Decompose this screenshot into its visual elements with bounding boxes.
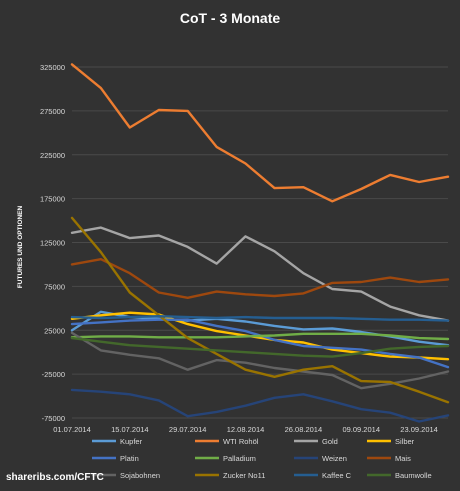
x-tick-label: 29.07.2014 <box>169 425 207 434</box>
series-line <box>70 311 450 361</box>
x-tick-label: 15.07.2014 <box>111 425 149 434</box>
series-line <box>70 318 450 369</box>
x-tick-label: 23.09.2014 <box>400 425 438 434</box>
grid-lines <box>72 66 448 419</box>
source-credit: shareribs.com/CFTC <box>6 472 104 483</box>
legend-label: Mais <box>395 454 411 463</box>
legend-label: Palladium <box>223 454 256 463</box>
series-line <box>70 258 450 299</box>
legend: Kupfer WTI Rohöl Gold Silber Platin Palladium… <box>92 437 432 480</box>
x-tick-labels: 01.07.2014 15.07.2014 29.07.2014 12.08.2014… <box>53 425 438 434</box>
series-line <box>70 226 450 322</box>
series-line <box>70 63 450 203</box>
y-tick-label: 75000 <box>44 282 65 291</box>
legend-label: Kaffee C <box>322 471 352 480</box>
y-tick-labels: 325000 275000 225000 175000 125000 75000 25000… <box>40 63 65 423</box>
legend-label: Platin <box>120 454 139 463</box>
x-tick-label: 01.07.2014 <box>53 425 91 434</box>
legend-label: Zucker No11 <box>223 471 265 480</box>
y-tick-label: 275000 <box>40 107 65 116</box>
legend-label: WTI Rohöl <box>223 437 259 446</box>
legend-label: Silber <box>395 437 415 446</box>
y-tick-label: -25000 <box>42 370 65 379</box>
series-line <box>70 331 450 390</box>
legend-label: Gold <box>322 437 338 446</box>
legend-label: Kupfer <box>120 437 143 446</box>
series-line <box>70 216 450 404</box>
y-tick-label: 125000 <box>40 239 65 248</box>
series-line <box>70 336 450 358</box>
y-tick-label: 25000 <box>44 326 65 335</box>
x-tick-label: 12.08.2014 <box>227 425 265 434</box>
y-tick-label: 325000 <box>40 63 65 72</box>
y-tick-label: 175000 <box>40 195 65 204</box>
series-lines <box>70 63 450 423</box>
x-tick-label: 26.08.2014 <box>285 425 323 434</box>
y-axis-label: FUTURES UND OPTIONEN <box>17 206 24 289</box>
legend-label: Baumwolle <box>395 471 432 480</box>
x-tick-label: 09.09.2014 <box>342 425 380 434</box>
series-line <box>70 388 450 423</box>
y-tick-label: -75000 <box>42 414 65 423</box>
chart-title: CoT - 3 Monate <box>180 10 281 26</box>
series-line <box>70 332 450 341</box>
legend-label: Sojabohnen <box>120 471 160 480</box>
y-tick-label: 225000 <box>40 151 65 160</box>
legend-label: Weizen <box>322 454 347 463</box>
series-line <box>70 315 450 322</box>
